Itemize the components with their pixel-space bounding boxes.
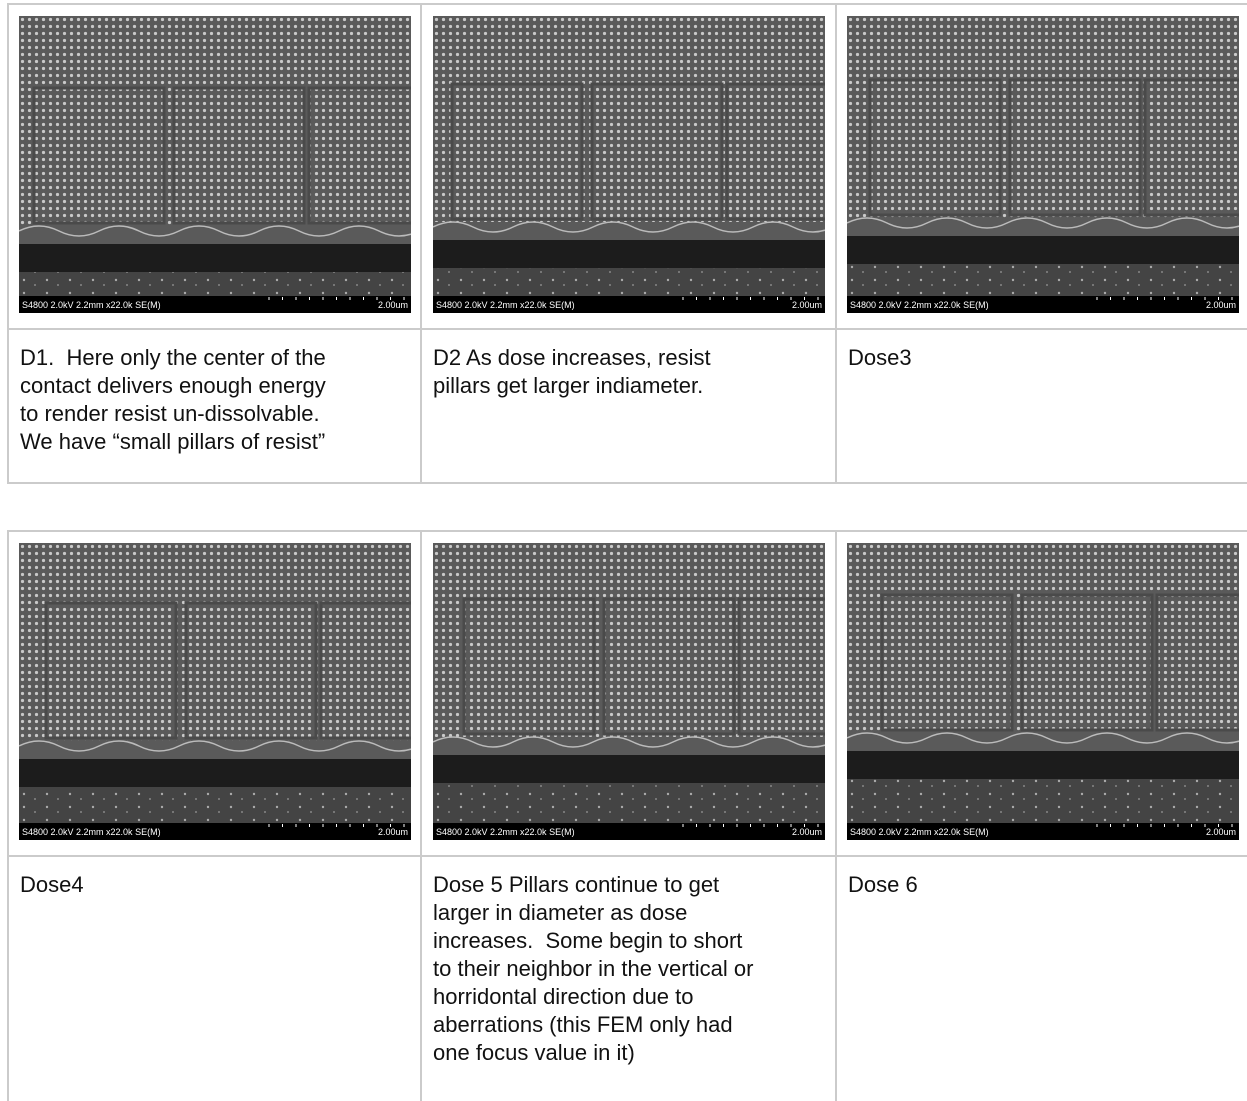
image-scale: 2.00um: [377, 827, 407, 837]
page: S4800 2.0kV 2.2mm x22.0k SE(M)2.00umS480…: [0, 0, 1247, 1101]
sem-image: S4800 2.0kV 2.2mm x22.0k SE(M) 2.00um: [433, 16, 825, 313]
caption-line: Dose 6: [848, 871, 1238, 899]
dark-band: [847, 236, 1239, 264]
caption-line: larger in diameter as dose: [433, 899, 824, 927]
dark-band: [433, 755, 825, 783]
dark-band: [19, 244, 411, 272]
caption-line: We have “small pillars of resist”: [20, 428, 409, 456]
image-info: S4800 2.0kV 2.2mm x22.0k SE(M): [436, 827, 575, 837]
dark-band: [847, 751, 1239, 779]
cell: Dose 6: [836, 856, 1247, 1101]
cell: S4800 2.0kV 2.2mm x22.0k SE(M) 2.00um: [8, 531, 421, 856]
lower-specks: [433, 783, 825, 823]
caption-line: to their neighbor in the vertical or: [433, 955, 824, 983]
pillar-array: [19, 543, 411, 741]
dark-band: [19, 759, 411, 787]
lower-specks: [19, 272, 411, 296]
sem-image: S4800 2.0kV 2.2mm x22.0k SE(M) 2.00um: [19, 543, 411, 840]
lower-specks: [433, 268, 825, 296]
caption-line: increases. Some begin to short: [433, 927, 824, 955]
pillar-array: [19, 16, 411, 226]
caption-line: horridontal direction due to: [433, 983, 824, 1011]
image-scale: 2.00um: [377, 300, 407, 310]
lower-specks: [847, 264, 1239, 296]
sem-image: S4800 2.0kV 2.2mm x22.0k SE(M) 2.00um: [847, 16, 1239, 313]
caption-line: one focus value in it): [433, 1039, 824, 1067]
caption-line: D1. Here only the center of the: [20, 344, 409, 372]
image-scale: 2.00um: [1206, 300, 1236, 310]
image-scale: 2.00um: [791, 827, 821, 837]
image-info: S4800 2.0kV 2.2mm x22.0k SE(M): [22, 300, 161, 310]
caption-line: pillars get larger indiameter.: [433, 372, 824, 400]
caption-line: contact delivers enough energy: [20, 372, 409, 400]
sem-image: S4800 2.0kV 2.2mm x22.0k SE(M) 2.00um: [19, 16, 411, 313]
cell: Dose3: [836, 329, 1247, 483]
image-info: S4800 2.0kV 2.2mm x22.0k SE(M): [850, 827, 989, 837]
cell: S4800 2.0kV 2.2mm x22.0k SE(M) 2.00um: [421, 531, 836, 856]
image-scale: 2.00um: [791, 300, 821, 310]
caption-line: to render resist un-dissolvable.: [20, 400, 409, 428]
cell: S4800 2.0kV 2.2mm x22.0k SE(M) 2.00um: [836, 4, 1247, 329]
caption-line: Dose4: [20, 871, 409, 899]
caption-line: Dose 5 Pillars continue to get: [433, 871, 824, 899]
cell: Dose4: [8, 856, 421, 1101]
sem-image: S4800 2.0kV 2.2mm x22.0k SE(M) 2.00um: [847, 543, 1239, 840]
lower-specks: [847, 779, 1239, 823]
image-scale: 2.00um: [1206, 827, 1236, 837]
caption-line: D2 As dose increases, resist: [433, 344, 824, 372]
pillar-array: [847, 543, 1239, 733]
caption-line: Dose3: [848, 344, 1238, 372]
cell: S4800 2.0kV 2.2mm x22.0k SE(M) 2.00um: [421, 4, 836, 329]
pillar-array: [433, 16, 825, 222]
cell: S4800 2.0kV 2.2mm x22.0k SE(M) 2.00um: [8, 4, 421, 329]
caption-line: aberrations (this FEM only had: [433, 1011, 824, 1039]
pillar-array: [847, 16, 1239, 218]
image-info: S4800 2.0kV 2.2mm x22.0k SE(M): [850, 300, 989, 310]
pillar-array: [433, 543, 825, 737]
image-info: S4800 2.0kV 2.2mm x22.0k SE(M): [436, 300, 575, 310]
lower-specks: [19, 787, 411, 823]
cell: S4800 2.0kV 2.2mm x22.0k SE(M) 2.00um: [836, 531, 1247, 856]
sem-image: S4800 2.0kV 2.2mm x22.0k SE(M) 2.00um: [433, 543, 825, 840]
image-info: S4800 2.0kV 2.2mm x22.0k SE(M): [22, 827, 161, 837]
dark-band: [433, 240, 825, 268]
